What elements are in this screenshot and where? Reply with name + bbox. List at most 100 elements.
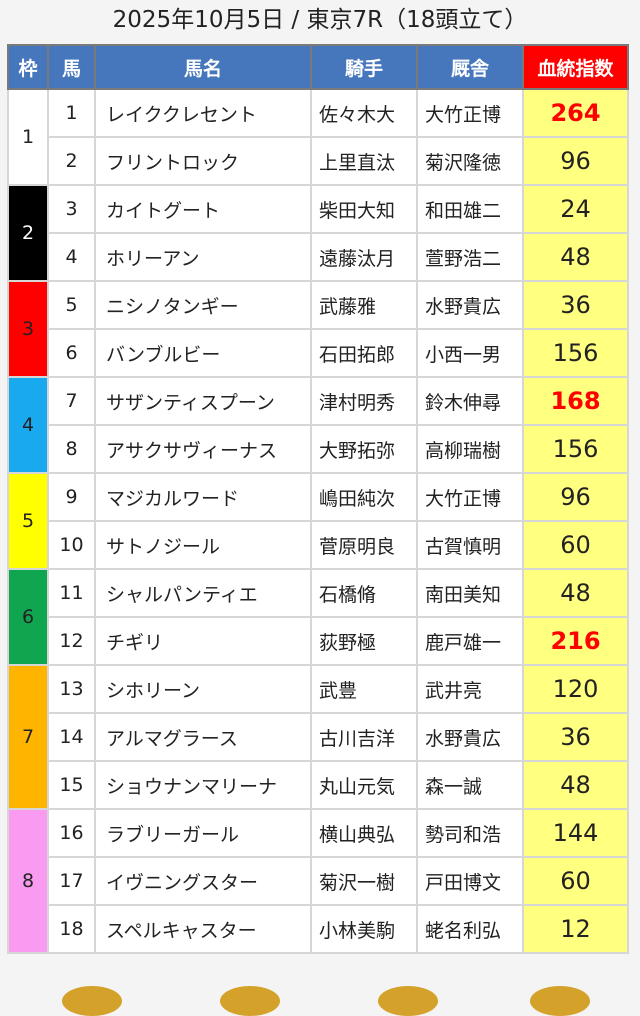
table-row: 3 5 ニシノタンギー 武藤雅 水野貴広 36 (7, 280, 629, 378)
horse-number: 1 (47, 88, 96, 138)
horse-number: 18 (47, 904, 96, 954)
pedigree-index-value: 96 (522, 472, 629, 522)
race-title: 2025年10月5日 / 東京7R（18頭立て） (112, 7, 528, 33)
jockey-name: 小林美駒 (310, 904, 418, 954)
table-row: 2 フリントロック 上里直汰 菊沢隆徳 96 (8, 136, 629, 186)
trainer-name: 菊沢隆徳 (416, 136, 524, 186)
trainer-name: 大竹正博 (416, 88, 524, 138)
table-row: 17 イヴニングスター 菊沢一樹 戸田博文 60 (8, 856, 629, 906)
horse-name: イヴニングスター (94, 856, 312, 906)
horse-number: 5 (47, 280, 96, 330)
jockey-name: 大野拓弥 (310, 424, 418, 474)
jockey-name: 石田拓郎 (310, 328, 418, 378)
jockey-name: 石橋脩 (310, 568, 418, 618)
horse-name: スペルキャスター (94, 904, 312, 954)
trainer-name: 蛯名利弘 (416, 904, 524, 954)
horse-number: 10 (47, 520, 96, 570)
jockey-name: 横山典弘 (310, 808, 418, 858)
pedigree-index-value: 264 (522, 88, 629, 138)
horse-name: シホリーン (94, 664, 312, 714)
table-row: 18 スペルキャスター 小林美駒 蛯名利弘 12 (8, 904, 629, 954)
pedigree-index-value: 48 (522, 760, 629, 810)
jockey-name: 菅原明良 (310, 520, 418, 570)
trainer-name: 水野貴広 (416, 280, 524, 330)
pedigree-index-value: 156 (522, 424, 629, 474)
waku-cell: 6 (7, 568, 49, 666)
pedigree-index-value: 24 (522, 184, 629, 234)
horse-name: フリントロック (94, 136, 312, 186)
jockey-name: 上里直汰 (310, 136, 418, 186)
trainer-name: 高柳瑞樹 (416, 424, 524, 474)
horse-name: カイトグート (94, 184, 312, 234)
entry-table: 枠 馬 馬名 騎手 厩舎 血統指数 1 1 レイククレセント 佐々木大 大竹正博 264 2… (7, 44, 629, 954)
horse-name: アルマグラース (94, 712, 312, 762)
table-row: 5 9 マジカルワード 嶋田純次 大竹正博 96 (7, 472, 629, 570)
horse-number: 4 (47, 232, 96, 282)
jockey-name: 嶋田純次 (310, 472, 418, 522)
trainer-name: 萱野浩二 (416, 232, 524, 282)
pedigree-index-value: 96 (522, 136, 629, 186)
decorative-coin-icon (530, 986, 590, 1016)
pedigree-index-value: 48 (522, 568, 629, 618)
waku-cell: 7 (7, 664, 49, 810)
trainer-name: 戸田博文 (416, 856, 524, 906)
header-umaban: 馬 (47, 44, 96, 90)
table-row: 8 アサクサヴィーナス 大野拓弥 高柳瑞樹 156 (8, 424, 629, 474)
waku-cell: 4 (7, 376, 49, 474)
horse-name: ニシノタンギー (94, 280, 312, 330)
trainer-name: 鹿戸雄一 (416, 616, 524, 666)
trainer-name: 南田美知 (416, 568, 524, 618)
pedigree-index-value: 216 (522, 616, 629, 666)
jockey-name: 津村明秀 (310, 376, 418, 426)
horse-name: チギリ (94, 616, 312, 666)
pedigree-index-value: 156 (522, 328, 629, 378)
jockey-name: 遠藤汰月 (310, 232, 418, 282)
header-horse-name: 馬名 (94, 44, 312, 90)
horse-number: 7 (47, 376, 96, 426)
decorative-coin-icon (62, 986, 122, 1016)
table-row: 10 サトノジール 菅原明良 古賀慎明 60 (8, 520, 629, 570)
horse-name: ショウナンマリーナ (94, 760, 312, 810)
pedigree-index-value: 120 (522, 664, 629, 714)
horse-name: マジカルワード (94, 472, 312, 522)
table-row: 8 16 ラブリーガール 横山典弘 勢司和浩 144 (7, 808, 629, 954)
horse-name: サザンティスプーン (94, 376, 312, 426)
jockey-name: 荻野極 (310, 616, 418, 666)
table-row: 6 バンブルビー 石田拓郎 小西一男 156 (8, 328, 629, 378)
waku-cell: 8 (7, 808, 49, 954)
waku-cell: 3 (7, 280, 49, 378)
horse-number: 14 (47, 712, 96, 762)
pedigree-index-value: 60 (522, 856, 629, 906)
table-row: 12 チギリ 荻野極 鹿戸雄一 216 (8, 616, 629, 666)
pedigree-index-value: 144 (522, 808, 629, 858)
jockey-name: 菊沢一樹 (310, 856, 418, 906)
decorative-coin-icon (220, 986, 280, 1016)
horse-number: 16 (47, 808, 96, 858)
table-row: 14 アルマグラース 古川吉洋 水野貴広 36 (8, 712, 629, 762)
horse-name: シャルパンティエ (94, 568, 312, 618)
horse-name: ラブリーガール (94, 808, 312, 858)
pedigree-index-value: 48 (522, 232, 629, 282)
jockey-name: 柴田大知 (310, 184, 418, 234)
pedigree-index-value: 36 (522, 280, 629, 330)
table-row: 2 3 カイトグート 柴田大知 和田雄二 24 (7, 184, 629, 282)
header-pedigree-index: 血統指数 (522, 44, 629, 90)
horse-name: ホリーアン (94, 232, 312, 282)
waku-cell: 5 (7, 472, 49, 570)
trainer-name: 森一誠 (416, 760, 524, 810)
horse-number: 6 (47, 328, 96, 378)
horse-name: アサクサヴィーナス (94, 424, 312, 474)
pedigree-index-value: 36 (522, 712, 629, 762)
header-jockey: 騎手 (310, 44, 418, 90)
jockey-name: 武藤雅 (310, 280, 418, 330)
horse-number: 15 (47, 760, 96, 810)
horse-number: 2 (47, 136, 96, 186)
horse-name: レイククレセント (94, 88, 312, 138)
trainer-name: 武井亮 (416, 664, 524, 714)
pedigree-index-value: 168 (522, 376, 629, 426)
table-row: 15 ショウナンマリーナ 丸山元気 森一誠 48 (8, 760, 629, 810)
table-row: 4 7 サザンティスプーン 津村明秀 鈴木伸尋 168 (7, 376, 629, 474)
trainer-name: 勢司和浩 (416, 808, 524, 858)
horse-number: 12 (47, 616, 96, 666)
decorative-coin-icon (378, 986, 438, 1016)
